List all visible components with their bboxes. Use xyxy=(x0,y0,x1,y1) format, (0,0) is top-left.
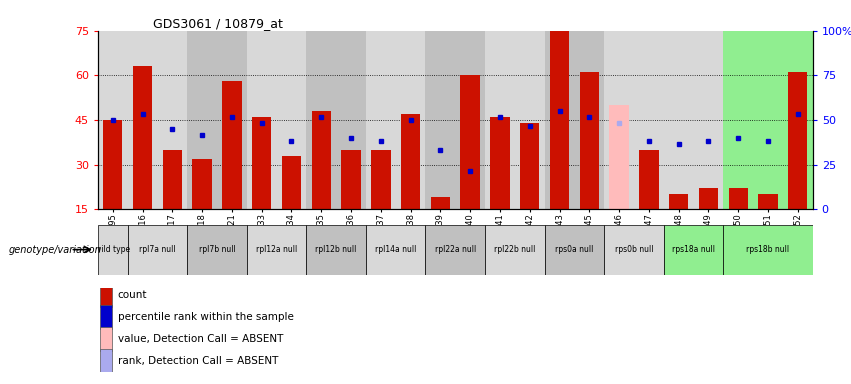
Text: genotype/variation: genotype/variation xyxy=(9,245,101,255)
Bar xyxy=(664,31,723,209)
Text: rpl14a null: rpl14a null xyxy=(375,245,416,254)
Bar xyxy=(490,117,510,209)
Text: wild type: wild type xyxy=(95,245,130,254)
Text: rpl22b null: rpl22b null xyxy=(494,245,535,254)
Text: GDS3061 / 10879_at: GDS3061 / 10879_at xyxy=(153,17,283,30)
Text: rpl12a null: rpl12a null xyxy=(256,245,297,254)
Bar xyxy=(192,159,212,209)
Bar xyxy=(371,150,391,209)
Bar xyxy=(163,150,182,209)
Text: rpl7b null: rpl7b null xyxy=(198,245,236,254)
Bar xyxy=(98,225,128,275)
Bar xyxy=(426,31,485,209)
Bar xyxy=(100,283,112,306)
Bar xyxy=(128,225,187,275)
Bar xyxy=(431,197,450,209)
Text: count: count xyxy=(117,290,147,300)
Bar xyxy=(580,73,599,209)
Bar xyxy=(485,31,545,209)
Text: rps0a null: rps0a null xyxy=(555,245,594,254)
Bar xyxy=(128,31,187,209)
Bar xyxy=(100,305,112,329)
Bar xyxy=(187,31,247,209)
Text: value, Detection Call = ABSENT: value, Detection Call = ABSENT xyxy=(117,334,283,344)
Bar xyxy=(366,31,426,209)
Bar xyxy=(728,189,748,209)
Text: rps0b null: rps0b null xyxy=(614,245,654,254)
Bar xyxy=(520,123,540,209)
Bar xyxy=(545,31,604,209)
Bar xyxy=(98,31,128,209)
Bar xyxy=(550,31,569,209)
Bar xyxy=(103,120,123,209)
Bar xyxy=(426,225,485,275)
Bar xyxy=(366,225,426,275)
Bar xyxy=(788,73,808,209)
Bar xyxy=(669,194,688,209)
Bar xyxy=(222,81,242,209)
Text: rps18a null: rps18a null xyxy=(672,245,715,254)
Text: rank, Detection Call = ABSENT: rank, Detection Call = ABSENT xyxy=(117,356,278,366)
Bar xyxy=(609,105,629,209)
Bar xyxy=(247,225,306,275)
Bar xyxy=(282,156,301,209)
Bar xyxy=(485,225,545,275)
Bar xyxy=(187,225,247,275)
Bar xyxy=(545,225,604,275)
Bar xyxy=(100,327,112,351)
Bar xyxy=(306,225,366,275)
Text: rps18b null: rps18b null xyxy=(746,245,790,254)
Bar xyxy=(252,117,271,209)
Bar xyxy=(100,349,112,372)
Bar xyxy=(723,225,813,275)
Bar xyxy=(604,225,664,275)
Bar xyxy=(133,66,152,209)
Bar xyxy=(604,31,664,209)
Bar xyxy=(311,111,331,209)
Text: rpl12b null: rpl12b null xyxy=(316,245,357,254)
Bar xyxy=(341,150,361,209)
Text: rpl22a null: rpl22a null xyxy=(435,245,476,254)
Bar xyxy=(723,31,813,209)
Bar xyxy=(639,150,659,209)
Text: percentile rank within the sample: percentile rank within the sample xyxy=(117,312,294,322)
Bar xyxy=(247,31,306,209)
Bar xyxy=(306,31,366,209)
Bar xyxy=(401,114,420,209)
Bar xyxy=(664,225,723,275)
Bar xyxy=(699,189,718,209)
Text: rpl7a null: rpl7a null xyxy=(139,245,176,254)
Bar xyxy=(460,75,480,209)
Bar xyxy=(758,194,778,209)
